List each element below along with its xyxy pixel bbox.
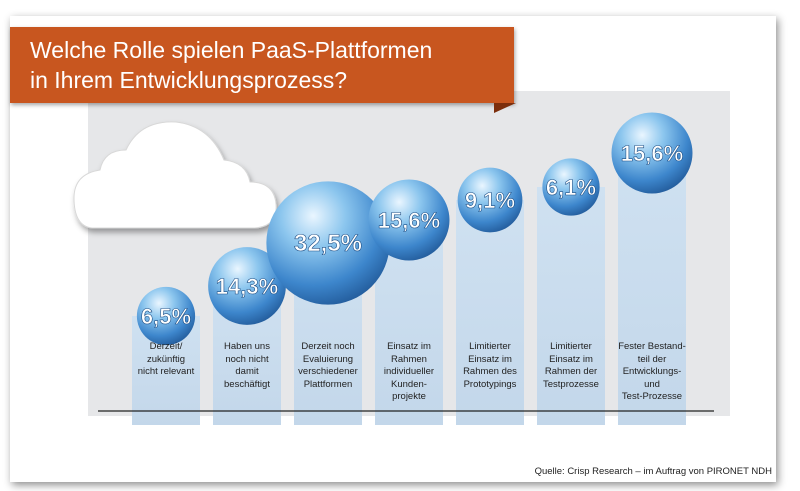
value-label-4: 9,1% — [465, 188, 515, 213]
category-label-line: beschäftigt — [224, 378, 270, 390]
bar-6 — [618, 153, 686, 425]
bubble-2 — [266, 181, 390, 305]
title-line-2: in Ihrem Entwicklungsprozess? — [30, 67, 348, 93]
category-label-line: Rahmen des — [463, 366, 517, 377]
category-label-line: verschiedener — [298, 366, 358, 377]
bubble-1 — [208, 247, 286, 325]
category-label-line: Rahmen — [391, 353, 427, 365]
category-label-0: Derzeit/zukünftig nicht relevant — [127, 341, 205, 379]
bubble-3 — [368, 179, 450, 261]
category-label-line: und — [644, 378, 660, 390]
category-label-line: Derzeit noch — [301, 341, 355, 352]
category-label-line: projekte — [392, 391, 426, 402]
category-label-line: individueller — [383, 366, 435, 377]
category-label-line: Einsatz im — [549, 353, 593, 365]
category-label-line: Test-Prozesse — [621, 391, 683, 402]
category-label-line: Kunden- — [391, 378, 427, 390]
chart-title: Welche Rolle spielen PaaS-Plattformen in… — [30, 35, 510, 95]
category-label-line: nicht relevant — [137, 366, 195, 377]
category-label-6: Fester Bestand-teil der Entwicklungs-und T… — [613, 341, 691, 404]
category-label-line: Haben uns — [224, 341, 270, 352]
value-label-1: 14,3% — [216, 274, 278, 299]
category-label-line: Limitierter — [550, 341, 592, 352]
bubble-5 — [542, 158, 600, 216]
bubble-6 — [611, 112, 693, 194]
category-label-line: Testprozesse — [543, 378, 599, 390]
category-label-5: Limitierter Einsatz im Rahmen der Testproze… — [532, 341, 610, 391]
category-label-line: Einsatz im — [468, 353, 512, 365]
value-label-3: 15,6% — [378, 208, 440, 233]
value-label-2: 32,5% — [294, 230, 362, 257]
category-label-1: Haben uns noch nicht damit beschäftigt — [208, 341, 286, 391]
category-label-line: teil der — [637, 353, 667, 365]
source-note: Quelle: Crisp Research – im Auftrag von … — [534, 466, 772, 477]
value-label-5: 6,1% — [546, 175, 596, 200]
category-label-line: Rahmen der — [544, 366, 598, 377]
value-label-0: 6,5% — [141, 304, 191, 329]
category-label-line: Einsatz im — [387, 341, 431, 352]
category-label-line: Entwicklungs- — [622, 366, 682, 377]
category-label-line: Fester Bestand- — [618, 341, 686, 352]
category-label-4: Limitierter Einsatz im Rahmen des Prototypi… — [451, 341, 529, 391]
cloud-icon — [73, 121, 277, 229]
category-label-line: Evaluierung — [302, 353, 354, 365]
category-label-line: Derzeit/ — [149, 341, 183, 352]
bar-5 — [537, 187, 605, 425]
title-line-1: Welche Rolle spielen PaaS-Plattformen — [30, 37, 433, 63]
bubble-4 — [457, 167, 523, 233]
title-banner: Welche Rolle spielen PaaS-Plattformen in… — [10, 27, 516, 113]
category-label-line: zukünftig — [146, 353, 186, 365]
category-label-3: Einsatz im Rahmen individueller Kunden-proj… — [370, 341, 448, 404]
category-label-line: damit — [235, 366, 259, 377]
category-label-2: Derzeit noch Evaluierung verschiedener Plat… — [289, 341, 367, 391]
bubble-0 — [136, 286, 196, 346]
banner-fold — [494, 103, 516, 113]
category-label-line: Limitierter — [469, 341, 511, 352]
value-label-6: 15,6% — [621, 141, 683, 166]
category-label-line: Prototypings — [463, 378, 517, 390]
category-label-line: noch nicht — [225, 353, 269, 365]
category-label-line: Plattformen — [303, 378, 353, 390]
bubbles-group: 6,5% 14,3% 32,5% 15,6% 9,1% 6,1% 15,6% — [136, 112, 693, 346]
bar-4 — [456, 200, 524, 425]
